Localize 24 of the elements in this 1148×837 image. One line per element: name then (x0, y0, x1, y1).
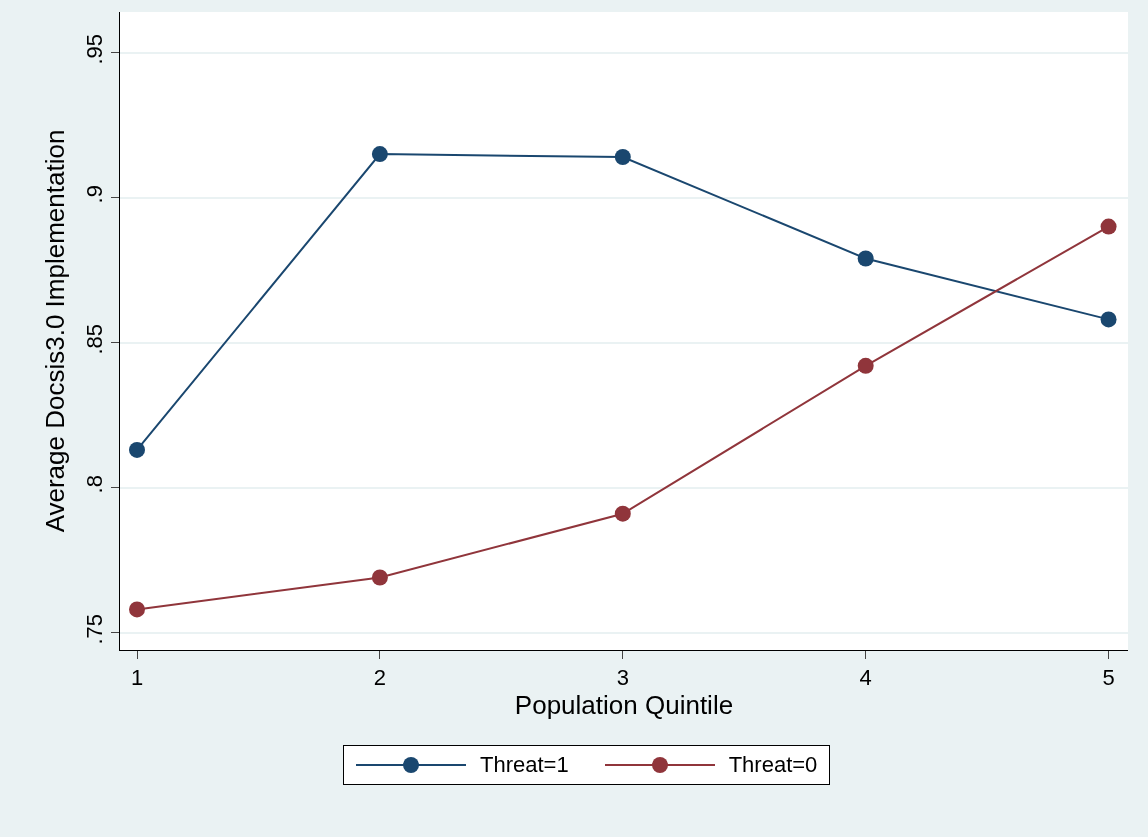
x-axis-title: Population Quintile (514, 690, 734, 721)
point (857, 250, 874, 267)
point (857, 357, 874, 374)
y-tick-label: .75 (82, 614, 108, 645)
y-tick-label: .9 (82, 185, 108, 204)
point (1100, 218, 1117, 235)
x-tick-label: 3 (616, 665, 629, 691)
point (129, 601, 145, 618)
x-tick-label: 4 (859, 665, 872, 691)
x-tick-label: 5 (1102, 665, 1115, 691)
x-tick-label: 1 (130, 665, 144, 691)
y-axis-title: Average Docsis3.0 Implementation (39, 129, 70, 533)
y-tick-label: .95 (82, 34, 108, 65)
point (614, 505, 631, 522)
x-tick-label: 2 (373, 665, 387, 691)
legend-label: Threat=0 (728, 752, 818, 778)
y-tick-label: .85 (82, 324, 108, 355)
legend-label: Threat=1 (480, 752, 569, 778)
point (1100, 311, 1117, 328)
point (614, 149, 631, 165)
point (129, 441, 145, 458)
point (371, 569, 388, 586)
y-tick-label: .8 (82, 475, 108, 494)
point (371, 146, 388, 163)
